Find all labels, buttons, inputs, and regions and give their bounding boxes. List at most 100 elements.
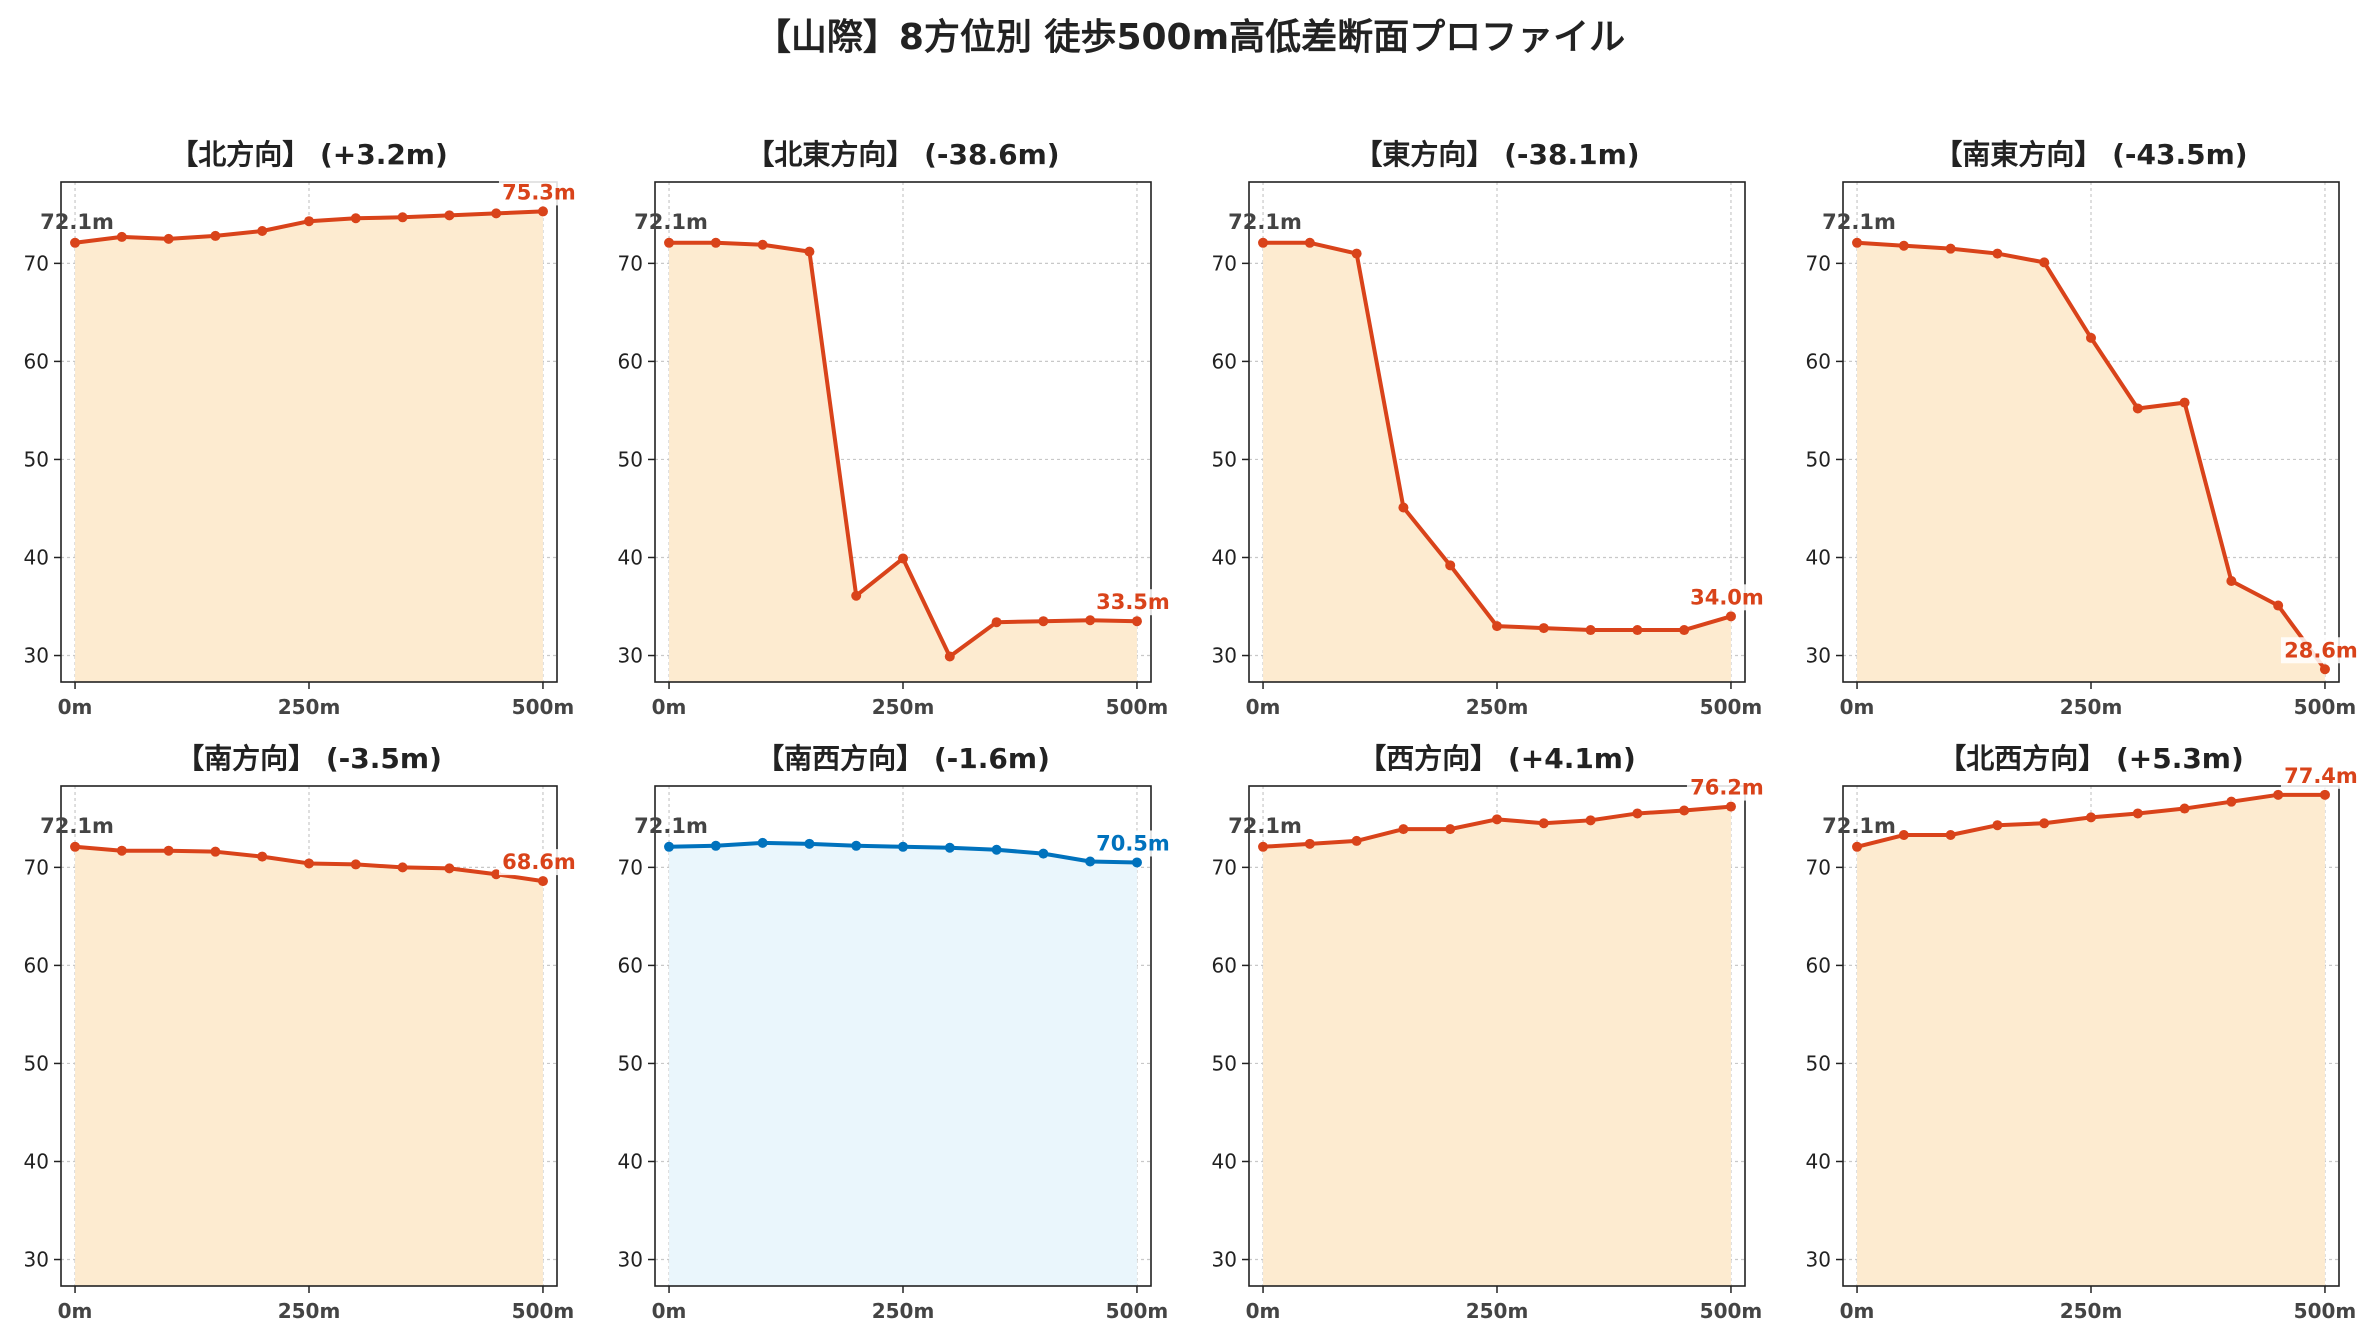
data-point [2226,796,2237,807]
y-tick-label: 50 [618,447,643,471]
data-point [2226,576,2237,587]
y-tick-label: 60 [1212,349,1237,373]
data-point [851,840,862,851]
y-tick-label: 30 [24,644,49,668]
data-point [898,841,908,852]
data-point [491,208,502,219]
data-point [664,841,675,852]
x-tick-label: 250m [872,695,935,719]
panel-2: 【東方向】 (-38.1m) 30 40 50 60 70 0m 250m 500m 72.1m 3… [1212,138,1767,719]
end-value-label: 76.2m [1690,776,1764,800]
data-point [537,876,548,887]
y-tick-label: 70 [1212,251,1237,275]
x-tick-label: 500m [2294,695,2357,719]
data-point [1852,237,1863,248]
data-point [851,590,862,601]
data-point [1992,248,2003,259]
data-point [1351,835,1362,846]
x-tick-label: 0m [1840,695,1875,719]
data-point [2179,803,2190,814]
panel-title: 【北東方向】 (-38.6m) [746,138,1059,171]
x-tick-label: 500m [1700,695,1763,719]
data-point [944,651,955,662]
y-tick-label: 60 [1806,349,1831,373]
y-tick-label: 50 [24,447,49,471]
end-value-label: 77.4m [2284,764,2358,788]
data-point [757,837,768,848]
data-point [210,230,221,241]
y-tick-label: 60 [24,349,49,373]
data-point [1258,841,1269,852]
y-tick-label: 70 [1212,855,1237,879]
y-tick-label: 40 [1212,545,1237,569]
data-point [1945,243,1956,254]
y-tick-label: 40 [24,1149,49,1173]
x-tick-label: 250m [2060,1299,2123,1323]
start-value-label: 72.1m [1228,210,1302,234]
data-point [2319,789,2330,800]
data-point [1632,808,1643,819]
data-point [2179,397,2190,408]
data-point [2039,257,2050,268]
data-point [1038,848,1049,859]
panel-title: 【西方向】 (+4.1m) [1358,742,1636,775]
data-point [444,210,455,221]
data-point [2319,664,2330,675]
y-tick-label: 60 [24,953,49,977]
area-fill [1857,242,2325,683]
end-value-label: 28.6m [2284,638,2358,662]
y-tick-label: 60 [618,349,643,373]
area-fill [669,242,1137,683]
data-point [350,213,361,224]
y-tick-label: 30 [24,1248,49,1272]
end-label-bg [1686,774,1767,801]
y-tick-label: 30 [1806,1248,1831,1272]
x-tick-label: 500m [1106,1299,1169,1323]
start-value-label: 72.1m [1822,814,1896,838]
data-point [1852,841,1863,852]
y-tick-label: 30 [1212,644,1237,668]
x-tick-label: 0m [652,1299,687,1323]
data-point [1898,240,1909,251]
x-tick-label: 250m [2060,695,2123,719]
y-tick-label: 70 [618,251,643,275]
data-point [116,845,127,856]
panel-title: 【北方向】 (+3.2m) [170,138,448,171]
data-point [1725,611,1736,622]
x-tick-label: 500m [2294,1299,2357,1323]
data-point [991,617,1002,628]
y-tick-label: 50 [1806,1051,1831,1075]
data-point [397,862,408,873]
end-label-bg [2280,762,2361,789]
x-tick-label: 250m [1466,1299,1529,1323]
data-point [804,838,815,849]
data-point [163,845,174,856]
y-tick-label: 60 [1806,953,1831,977]
panel-5: 【南西方向】 (-1.6m) 30 40 50 60 70 0m 250m 500m 72.1m 7… [618,742,1173,1323]
y-tick-label: 70 [24,855,49,879]
x-tick-label: 250m [278,695,341,719]
area-fill [75,846,543,1286]
y-tick-label: 30 [618,644,643,668]
data-point [1351,248,1362,259]
start-value-label: 72.1m [40,210,114,234]
data-point [304,858,314,869]
data-point [257,851,268,862]
data-point [1304,838,1315,849]
data-point [2132,808,2143,819]
data-point [1085,615,1096,626]
data-point [1492,621,1502,632]
end-value-label: 75.3m [502,180,576,204]
y-tick-label: 50 [24,1051,49,1075]
data-point [350,859,361,870]
data-point [1632,625,1643,636]
x-tick-label: 250m [278,1299,341,1323]
data-point [1258,237,1269,248]
end-value-label: 68.6m [502,850,576,874]
start-value-label: 72.1m [1228,814,1302,838]
panel-title: 【南東方向】 (-43.5m) [1934,138,2247,171]
start-value-label: 72.1m [40,814,114,838]
data-point [1945,830,1956,841]
y-tick-label: 50 [1212,1051,1237,1075]
area-fill [669,842,1137,1286]
